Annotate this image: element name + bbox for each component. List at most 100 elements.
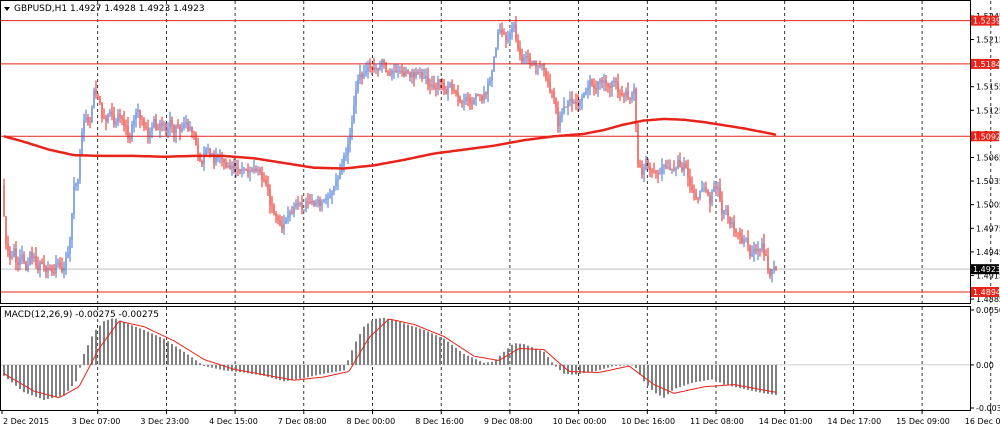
macd-bar — [631, 364, 633, 366]
candle-body — [443, 82, 445, 90]
macd-bar — [167, 341, 169, 365]
candle-body — [67, 253, 69, 258]
level-tag — [971, 286, 999, 297]
macd-bar — [147, 331, 149, 365]
macd-bar — [515, 343, 517, 365]
candle-body — [465, 97, 467, 102]
candle-body — [755, 248, 757, 252]
candle-body — [677, 159, 679, 169]
price-tags: 1.5239 1.5184 1.5092 1.4894 1.4923 — [971, 15, 1000, 297]
candle-body — [101, 103, 103, 118]
macd-bar — [47, 364, 49, 400]
candle-body — [607, 83, 609, 87]
candle-body — [761, 242, 763, 251]
triangle-down-icon[interactable] — [4, 7, 10, 11]
candle-body — [449, 84, 451, 87]
candle-body — [263, 179, 265, 181]
macd-bar — [443, 338, 445, 365]
macd-bar — [703, 364, 705, 381]
candle-body — [25, 261, 27, 271]
macd-bar — [87, 345, 89, 365]
macd-bar — [759, 364, 761, 393]
x-tick-label: 3 Dec 23:00 — [140, 417, 189, 426]
candle-body — [421, 71, 423, 79]
candle-body — [183, 123, 185, 128]
candle-body — [259, 169, 261, 173]
candle-body — [227, 165, 229, 168]
macd-bar — [479, 360, 481, 365]
candle-body — [485, 93, 487, 95]
y-tick-label: 1.4945 — [976, 248, 1000, 257]
macd-bar — [571, 364, 573, 375]
macd-bar — [471, 357, 473, 365]
candle-body — [631, 93, 633, 99]
macd-bar — [159, 336, 161, 365]
candle-body — [595, 88, 597, 90]
macd-bar — [767, 364, 769, 394]
macd-bar — [591, 364, 593, 372]
macd-bar — [235, 364, 237, 372]
candle-body — [63, 267, 65, 272]
macd-bar — [563, 364, 565, 374]
candle-body — [571, 98, 573, 104]
candle-body — [457, 93, 459, 98]
candle-body — [369, 66, 371, 68]
macd-bar — [407, 324, 409, 365]
candle-body — [525, 56, 527, 58]
macd-bar — [675, 364, 677, 389]
macd-bar — [519, 343, 521, 365]
level-tag-label: 1.5239 — [973, 17, 1000, 26]
candle-body — [733, 222, 735, 230]
macd-bar — [723, 364, 725, 385]
candle-body — [521, 55, 523, 62]
macd-bar — [607, 364, 609, 368]
candle-body — [281, 224, 283, 229]
candle-body — [231, 165, 233, 169]
candle-body — [309, 202, 311, 204]
candle-body — [239, 168, 241, 172]
macd-bar — [19, 364, 21, 389]
candle-body — [645, 159, 647, 170]
macd-bar — [427, 331, 429, 365]
macd-bar — [335, 364, 337, 372]
macd-bar — [667, 364, 669, 395]
macd-bar — [295, 364, 297, 380]
x-tick-label: 10 Dec 00:00 — [553, 417, 607, 426]
candle-body — [243, 168, 245, 170]
x-tick-label: 9 Dec 08:00 — [484, 417, 533, 426]
candle-body — [267, 184, 269, 190]
candle-body — [601, 80, 603, 83]
candle-body — [43, 263, 45, 267]
macd-bar — [79, 364, 81, 368]
macd-bar — [567, 364, 569, 375]
macd-bar — [419, 328, 421, 365]
candle-body — [343, 156, 345, 165]
macd-bar — [603, 364, 605, 369]
candle-body — [81, 132, 83, 157]
candle-body — [639, 164, 641, 168]
candle-body — [287, 215, 289, 218]
macd-bar — [615, 364, 617, 366]
macd-bar — [15, 364, 17, 386]
candle-body — [753, 248, 755, 254]
candle-body — [455, 90, 457, 94]
candle-body — [663, 165, 665, 167]
candle-body — [697, 198, 699, 200]
macd-bar — [623, 364, 625, 366]
candle-body — [123, 118, 125, 126]
candle-body — [195, 133, 197, 146]
macd-bar — [463, 353, 465, 365]
candle-body — [615, 81, 617, 83]
macd-bar — [467, 355, 469, 365]
macd-bar — [447, 341, 449, 365]
macd-bar — [31, 364, 33, 396]
main-chart-title: GBPUSD,H1 1.4927 1.4928 1.4923 1.4923 — [14, 4, 205, 14]
candle-body — [307, 201, 309, 203]
candle-body — [97, 95, 99, 97]
level-tag-label: 1.4894 — [973, 288, 1000, 297]
macd-bar — [263, 364, 265, 376]
candle-body — [175, 125, 177, 134]
candle-body — [699, 191, 701, 199]
candle-body — [171, 120, 173, 127]
